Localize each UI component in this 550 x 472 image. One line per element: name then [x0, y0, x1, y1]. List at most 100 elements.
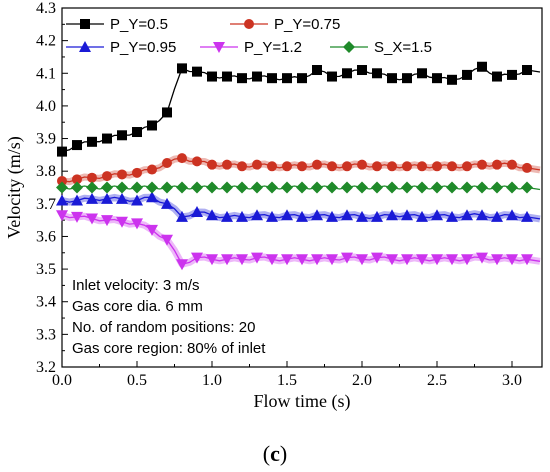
x-tick-label: 2.0	[352, 372, 372, 389]
x-tick-label: 1.0	[202, 372, 222, 389]
data-point	[281, 209, 293, 221]
series-layer	[56, 61, 541, 271]
data-point	[356, 210, 368, 222]
data-point	[372, 161, 382, 172]
data-point	[312, 159, 322, 170]
data-point	[72, 140, 82, 151]
data-point	[71, 194, 83, 206]
data-point	[132, 167, 142, 178]
data-point	[402, 73, 412, 84]
x-tick-label: 0.0	[52, 372, 72, 389]
data-point	[101, 181, 113, 194]
data-point	[386, 254, 398, 266]
data-point	[101, 192, 113, 204]
data-point	[491, 181, 503, 194]
data-point	[266, 181, 278, 194]
data-point	[431, 181, 443, 194]
data-point	[521, 181, 533, 194]
figure-caption: (c)	[0, 441, 550, 467]
data-point	[506, 181, 518, 194]
data-point	[72, 174, 82, 185]
data-point	[341, 181, 353, 194]
series-S_X=1.5	[56, 181, 541, 194]
data-point	[371, 210, 383, 222]
data-point	[147, 120, 157, 131]
data-point	[507, 159, 517, 170]
x-tick-label: 1.5	[277, 372, 297, 389]
x-axis-label: Flow time (s)	[254, 391, 351, 412]
caption-close: )	[279, 441, 288, 466]
data-point	[462, 161, 472, 172]
data-point	[476, 181, 488, 194]
data-point	[341, 209, 353, 221]
data-point	[176, 181, 188, 194]
data-point	[387, 73, 397, 84]
data-point	[221, 254, 233, 266]
data-point	[281, 254, 293, 266]
data-point	[432, 73, 442, 84]
data-point	[206, 254, 218, 266]
data-point	[311, 209, 323, 221]
data-point	[326, 254, 338, 266]
y-axis: 3.2 3.3 3.4 3.5 3.6 3.7 3.8 3.9 4.0 4.1 4.2 4.3	[36, 0, 68, 376]
data-point	[57, 175, 67, 186]
data-point	[56, 181, 68, 194]
data-point	[356, 181, 368, 194]
data-point	[56, 210, 68, 222]
data-point	[132, 127, 142, 138]
data-point	[161, 181, 173, 194]
data-point	[101, 215, 113, 227]
data-point	[401, 209, 413, 221]
data-point	[191, 252, 203, 264]
data-point	[401, 254, 413, 266]
series-P_Y=0.5	[57, 61, 541, 157]
data-point	[296, 210, 308, 222]
data-point	[446, 181, 458, 194]
data-point	[477, 159, 487, 170]
series-line	[61, 214, 541, 265]
data-point	[432, 161, 442, 172]
data-point	[296, 181, 308, 194]
data-point	[386, 209, 398, 221]
data-point	[207, 159, 217, 170]
legend-marker	[213, 42, 225, 53]
data-point	[521, 254, 533, 266]
data-point	[297, 73, 307, 84]
data-point	[162, 158, 172, 169]
legend-marker	[343, 41, 355, 53]
data-point	[251, 252, 263, 264]
data-point	[326, 210, 338, 222]
data-point	[491, 254, 503, 266]
data-point	[492, 71, 502, 82]
annotation-line: Inlet velocity: 3 m/s	[72, 277, 200, 294]
y-tick-label: 3.7	[36, 196, 56, 213]
data-point	[266, 210, 278, 222]
data-point	[207, 71, 217, 82]
y-tick-label: 3.5	[36, 261, 56, 278]
data-point	[177, 63, 187, 74]
data-point	[146, 181, 158, 194]
data-point	[342, 161, 352, 172]
data-point	[281, 181, 293, 194]
data-point	[387, 161, 397, 172]
data-point	[252, 159, 262, 170]
legend-label: P_Y=1.2	[244, 39, 302, 56]
data-point	[312, 65, 322, 76]
data-point	[191, 205, 203, 217]
data-point	[146, 191, 158, 203]
data-point	[372, 68, 382, 79]
data-point	[57, 146, 67, 157]
data-point	[371, 252, 383, 264]
data-point	[416, 181, 428, 194]
data-point	[447, 161, 457, 172]
data-point	[266, 254, 278, 266]
data-point	[131, 194, 143, 206]
data-point	[161, 197, 173, 209]
annotation-box: Inlet velocity: 3 m/s Gas core dia. 6 mm N…	[72, 277, 266, 357]
data-point	[237, 161, 247, 172]
series-P_Y=0.95	[56, 191, 541, 223]
series-line	[61, 196, 541, 220]
data-point	[267, 73, 277, 84]
velocity-chart: 0.0 0.5 1.0 1.5 2.0 2.5 3.0 3.2 3.3 3.4 3.5 3.6 3.7…	[4, 0, 543, 412]
data-point	[446, 254, 458, 266]
